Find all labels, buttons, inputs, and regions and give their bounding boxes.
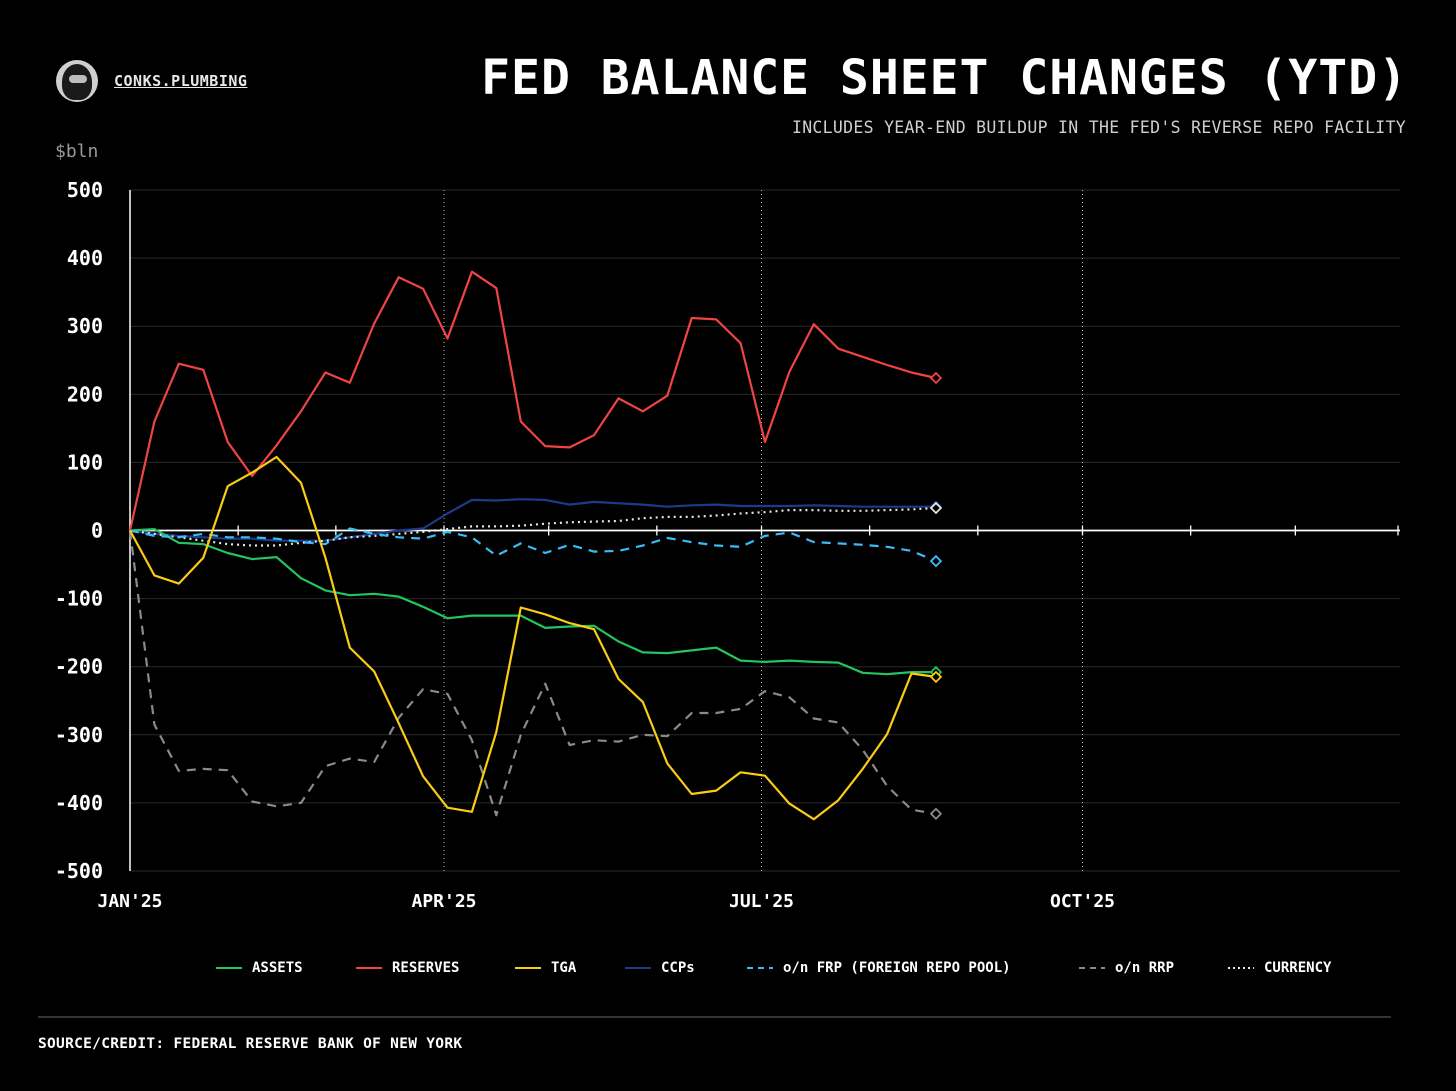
series-lines (128, 270, 937, 821)
legend-swatch (1079, 967, 1105, 969)
series-line-assets (129, 527, 936, 676)
y-axis-unit: $bln (55, 141, 99, 162)
legend-item: o/n FRP (FOREIGN REPO POOL) (747, 960, 1011, 976)
legend-swatch (216, 967, 242, 969)
y-tick-label: -400 (55, 791, 103, 815)
x-tick-label: JAN'25 (97, 891, 162, 912)
series-line-currency (129, 506, 937, 547)
y-tick-label: 200 (67, 382, 103, 406)
legend-label: o/n FRP (FOREIGN REPO POOL) (783, 960, 1011, 976)
y-tick-label: -100 (55, 587, 103, 611)
series-line-o-n-frp-foreign-repo-pool- (129, 527, 937, 563)
y-tick-label: 500 (67, 178, 103, 202)
legend-swatch (356, 967, 382, 969)
y-tick-label: -300 (55, 723, 103, 747)
avatar (56, 60, 98, 102)
y-tick-label: -200 (55, 655, 103, 679)
legend-label: RESERVES (392, 960, 460, 976)
y-tick-label: 0 (91, 519, 103, 543)
legend-label: CURRENCY (1264, 960, 1332, 976)
x-tick-label: JUL'25 (729, 891, 794, 912)
legend-item: TGA (515, 960, 576, 976)
legend-item: CCPs (625, 960, 695, 976)
source-credit: SOURCE/CREDIT: FEDERAL RESERVE BANK OF N… (38, 1036, 463, 1052)
legend-label: TGA (551, 960, 577, 976)
brand-link[interactable]: CONKS.PLUMBING (114, 72, 248, 90)
chart-title: FED BALANCE SHEET CHANGES (YTD) (481, 50, 1408, 106)
y-tick-label: 400 (67, 246, 103, 270)
end-marker-reserves (929, 371, 943, 385)
legend-item: o/n RRP (1079, 960, 1174, 976)
legend-label: ASSETS (252, 960, 303, 976)
end-marker-o-n-rrp (929, 807, 943, 821)
legend-item: ASSETS (216, 960, 303, 976)
legend-label: o/n RRP (1115, 960, 1175, 976)
axes (129, 190, 1400, 871)
x-tick-label: OCT'25 (1050, 891, 1115, 912)
y-tick-labels: 500 400 300 200 100 0 -100 -200 -300 -400 -500 (55, 178, 103, 883)
series-line-tga (129, 455, 937, 821)
divider (38, 1016, 1391, 1018)
legend: ASSETS RESERVES TGA CCPs o/n FRP (FOREIGN RE… (0, 960, 1456, 982)
y-tick-label: -500 (55, 859, 103, 883)
series-line-o-n-rrp (128, 530, 937, 817)
series-line-reserves (128, 270, 937, 531)
end-markers (929, 371, 943, 821)
legend-item: CURRENCY (1228, 960, 1331, 976)
chart-subtitle: INCLUDES YEAR-END BUILDUP IN THE FED'S R… (791, 118, 1406, 137)
legend-label: CCPs (661, 960, 695, 976)
legend-swatch (1228, 967, 1254, 969)
legend-swatch (747, 967, 773, 969)
legend-swatch (515, 967, 541, 969)
brand: CONKS.PLUMBING (56, 60, 247, 102)
end-marker-o-n-frp-foreign-repo-pool- (929, 554, 943, 568)
legend-swatch (625, 967, 651, 969)
end-marker-currency (929, 501, 943, 515)
x-tick-labels: JAN'25 APR'25 JUL'25 OCT'25 (97, 891, 1115, 912)
series-line-ccps (129, 498, 936, 542)
x-tick-label: APR'25 (411, 891, 476, 912)
line-chart: 500 400 300 200 100 0 -100 -200 -300 -400 -500 JAN… (55, 178, 1400, 912)
end-marker-tga (929, 670, 943, 684)
legend-item: RESERVES (356, 960, 459, 976)
y-tick-label: 300 (67, 314, 103, 338)
y-tick-label: 100 (67, 450, 103, 474)
avatar-face (69, 75, 87, 83)
